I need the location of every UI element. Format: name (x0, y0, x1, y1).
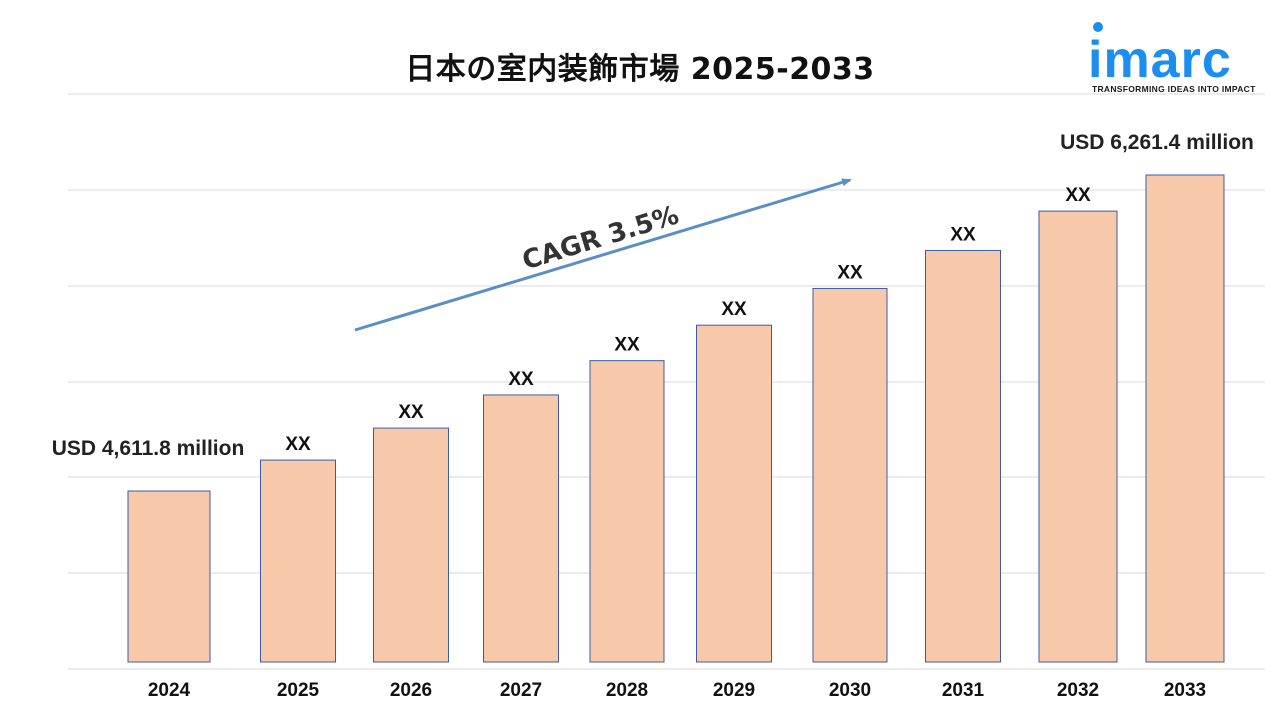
end-value-label: USD 6,261.4 million (1060, 131, 1254, 154)
x-tick-label: 2026 (390, 680, 432, 701)
bar-2025 (260, 459, 336, 663)
x-tick-label: 2024 (148, 680, 191, 701)
data-label: XX (614, 335, 640, 356)
logo-dot-icon (1093, 22, 1103, 32)
x-tick-label: 2029 (713, 680, 755, 701)
bar-2024 (127, 490, 211, 663)
data-label: XX (837, 262, 863, 283)
bar-2033 (1145, 174, 1225, 663)
bar-2029 (696, 324, 772, 663)
data-label: XX (950, 224, 976, 245)
data-label: XX (285, 434, 311, 455)
x-tick-label: 2032 (1057, 680, 1099, 701)
bar-2031 (925, 249, 1001, 663)
bar-2026 (373, 427, 449, 663)
bar-2032 (1038, 210, 1118, 663)
logo-wordmark: imarc (1088, 31, 1232, 89)
bar-2030 (812, 287, 888, 663)
start-value-label: USD 4,611.8 million (52, 437, 245, 460)
x-tick-label: 2025 (277, 680, 320, 701)
chart-title: 日本の室内装飾市場 2025-2033 (405, 52, 875, 87)
cagr-arrow (354, 178, 852, 332)
x-tick-label: 2033 (1164, 680, 1206, 701)
imarc-logo: imarc TRANSFORMING IDEAS INTO IMPACT (1088, 22, 1268, 102)
data-label: XX (721, 299, 747, 320)
bars (127, 174, 1225, 663)
logo-tagline: TRANSFORMING IDEAS INTO IMPACT (1092, 84, 1256, 94)
labels: 2024 2025 XX 2026 XX 2027 XX 2028 XX 2029 XX 2030 XX… (148, 185, 1206, 701)
x-tick-label: 2030 (829, 680, 871, 701)
data-label: XX (508, 369, 534, 390)
bar-2028 (589, 360, 665, 663)
data-label: XX (1065, 185, 1091, 206)
x-tick-label: 2031 (942, 680, 985, 701)
bar-2027 (483, 394, 559, 663)
data-label: XX (398, 402, 424, 423)
x-tick-label: 2028 (606, 680, 648, 701)
x-tick-label: 2027 (500, 680, 542, 701)
